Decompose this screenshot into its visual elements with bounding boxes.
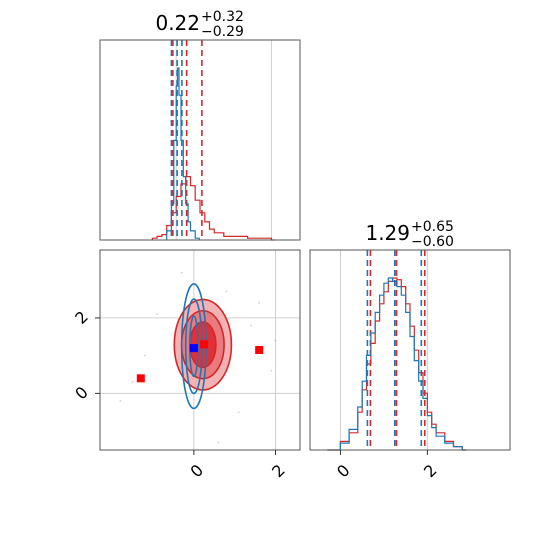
x-tick-label: 2 (268, 461, 289, 482)
scatter-point (143, 354, 146, 357)
x-tick-label: 0 (186, 461, 207, 482)
param2-lower-error: −0.60 (411, 234, 454, 250)
scatter-point (217, 441, 220, 444)
y-tick-label: 2 (71, 307, 92, 328)
marginal-panel-param2: 1.29 +0.65 −0.60 0 2 (309, 219, 511, 482)
histogram-step-series-1 (327, 277, 467, 451)
param1-lower-error: −0.29 (201, 24, 244, 40)
scatter-point (258, 301, 261, 304)
reference-marker (136, 374, 145, 383)
reference-marker (189, 344, 198, 353)
panel-frame (99, 39, 301, 241)
param2-median: 1.29 (365, 221, 410, 245)
param1-median: 0.22 (155, 11, 200, 35)
scatter-point (250, 324, 252, 327)
param1-upper-error: +0.32 (201, 9, 244, 25)
scatter-point (274, 339, 277, 342)
scatter-point (131, 381, 134, 383)
marginal-panel-param1: 0.22 +0.32 −0.29 (99, 9, 301, 241)
scatter-point (270, 369, 273, 372)
scatter-point (119, 400, 122, 402)
scatter-point (225, 290, 228, 293)
scatter-point (180, 271, 183, 274)
param2-upper-error: +0.65 (411, 219, 454, 235)
histogram-step-series-2 (166, 67, 200, 240)
reference-marker (255, 346, 264, 354)
contour-line-3 (188, 315, 199, 378)
x-tick-label: 2 (420, 461, 441, 482)
x-tick-label: 0 (333, 461, 354, 482)
panel-frame (99, 249, 301, 451)
reference-marker (200, 340, 209, 349)
histogram-step-series-2 (327, 277, 467, 451)
panel-frame (309, 249, 511, 451)
scatter-point (237, 411, 240, 414)
scatter-point (156, 313, 159, 316)
y-tick-label: 0 (71, 383, 92, 404)
joint-panel: 0 2 0 2 (71, 249, 301, 482)
